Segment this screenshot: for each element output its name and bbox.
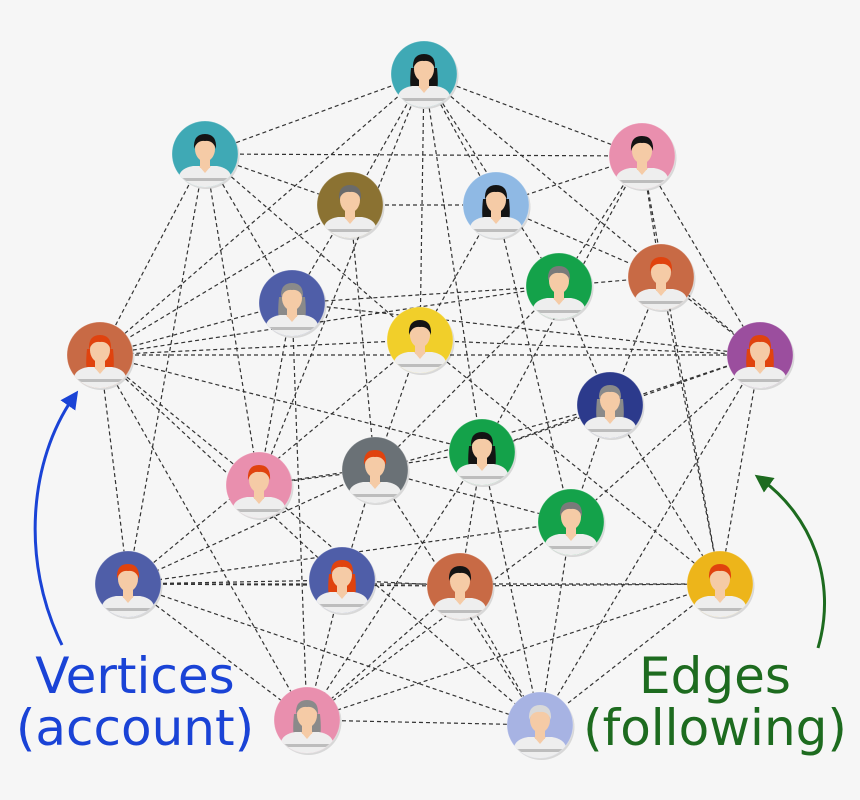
edge-line	[99, 354, 483, 453]
edge-line	[99, 354, 129, 585]
person-avatar-icon[interactable]	[726, 321, 795, 390]
edges-arrow	[754, 474, 826, 649]
person-avatar-icon[interactable]	[225, 451, 294, 520]
vertices-layer	[66, 40, 795, 760]
edge-line	[609, 354, 761, 406]
edge-line	[539, 583, 721, 726]
person-avatar-icon[interactable]	[386, 306, 455, 375]
edge-line	[423, 73, 643, 157]
edge-line	[127, 521, 572, 585]
person-avatar-icon[interactable]	[273, 686, 342, 755]
edges-label-line2: (following)	[583, 699, 847, 757]
person-avatar-icon[interactable]	[686, 550, 755, 619]
edge-line	[99, 339, 421, 356]
edge-line	[291, 302, 761, 356]
edge-line	[539, 354, 761, 726]
person-avatar-icon[interactable]	[316, 171, 385, 240]
vertices-label: Vertices (account)	[0, 650, 270, 754]
edge-line	[127, 583, 308, 721]
edge-line	[374, 469, 541, 726]
edge-line	[204, 153, 260, 486]
person-avatar-icon[interactable]	[308, 546, 377, 615]
vertices-label-line2: (account)	[15, 699, 255, 757]
edge-line	[349, 204, 376, 471]
edge-line	[306, 585, 461, 721]
edge-line	[374, 285, 560, 471]
edge-line	[641, 155, 721, 585]
person-avatar-icon[interactable]	[66, 321, 135, 390]
edge-line	[719, 354, 761, 585]
edge-line	[291, 302, 308, 721]
person-avatar-icon[interactable]	[506, 691, 575, 760]
edge-line	[374, 469, 572, 523]
person-avatar-icon[interactable]	[94, 550, 163, 619]
edge-line	[306, 719, 541, 726]
person-avatar-icon[interactable]	[448, 418, 517, 487]
edge-line	[204, 153, 421, 341]
edge-line	[341, 469, 376, 581]
edge-line	[99, 354, 260, 486]
edge-line	[127, 153, 206, 585]
edge-line	[495, 204, 572, 523]
edge-line	[641, 155, 761, 356]
person-avatar-icon[interactable]	[576, 371, 645, 440]
edge-line	[660, 276, 721, 585]
edge-line	[204, 153, 643, 157]
edge-line	[291, 285, 560, 304]
edge-line	[258, 73, 425, 486]
person-avatar-icon[interactable]	[537, 488, 606, 557]
vertices-arrow	[33, 390, 79, 646]
edge-line	[99, 73, 425, 356]
edge-line	[204, 73, 425, 155]
edge-line	[127, 469, 376, 585]
person-avatar-icon[interactable]	[258, 269, 327, 338]
edge-line	[258, 484, 541, 726]
edge-line	[306, 451, 483, 721]
edge-line	[99, 285, 560, 356]
edge-line	[570, 354, 761, 523]
edge-line	[99, 153, 206, 356]
edge-line	[539, 521, 572, 726]
edge-line	[99, 354, 343, 581]
edge-line	[419, 339, 761, 356]
edges-label-line1: Edges	[639, 647, 791, 705]
edge-line	[99, 302, 293, 356]
person-avatar-icon[interactable]	[608, 122, 677, 191]
person-avatar-icon[interactable]	[462, 171, 531, 240]
person-avatar-icon[interactable]	[627, 243, 696, 312]
edge-line	[459, 583, 721, 587]
edge-line	[127, 583, 541, 726]
edge-line	[423, 73, 483, 453]
person-avatar-icon[interactable]	[171, 120, 240, 189]
edge-line	[419, 339, 721, 585]
edge-line	[306, 583, 721, 721]
person-avatar-icon[interactable]	[341, 436, 410, 505]
edge-line	[127, 579, 343, 585]
vertices-label-line1: Vertices	[35, 647, 235, 705]
person-avatar-icon[interactable]	[426, 552, 495, 621]
person-avatar-icon[interactable]	[390, 40, 459, 109]
edges-label: Edges (following)	[570, 650, 860, 754]
edge-line	[609, 404, 721, 585]
edge-line	[481, 451, 541, 726]
edge-line	[419, 73, 425, 341]
edge-line	[423, 73, 761, 356]
person-avatar-icon[interactable]	[525, 252, 594, 321]
edge-line	[306, 521, 572, 721]
edge-line	[127, 583, 461, 587]
edge-line	[258, 469, 376, 486]
